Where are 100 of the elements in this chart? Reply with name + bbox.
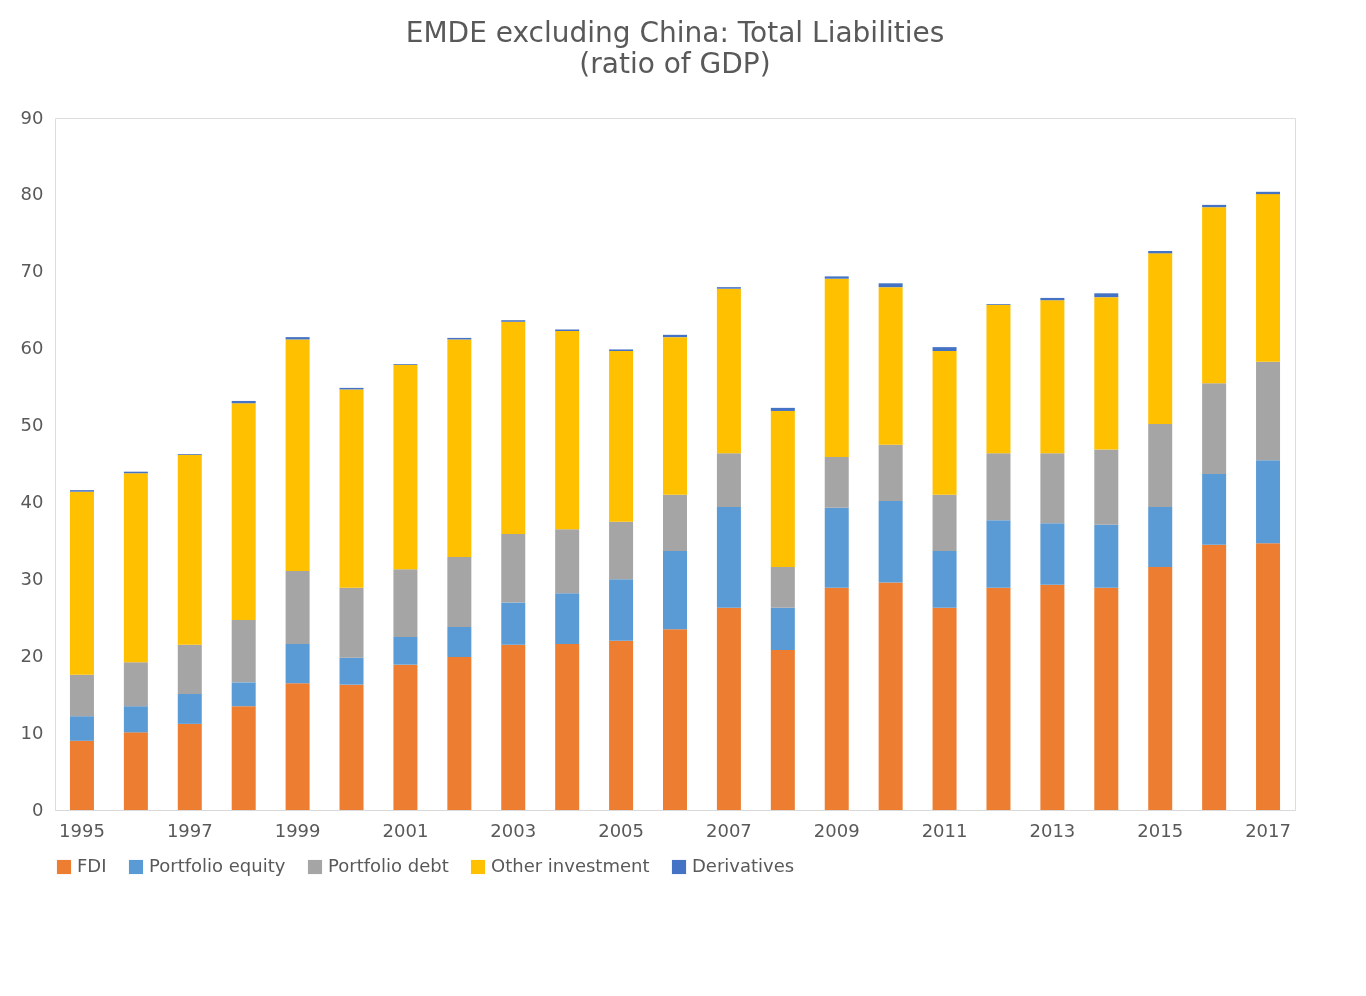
bar (878, 500, 903, 583)
bar (447, 627, 472, 657)
bar (447, 557, 472, 627)
bar (770, 650, 795, 810)
y-tick-label: 80 (20, 183, 44, 205)
bar (878, 582, 903, 810)
legend-label: Portfolio debt (328, 855, 449, 876)
bar (824, 278, 849, 458)
bar (501, 321, 526, 534)
bar (69, 674, 94, 717)
chart-subtitle: (ratio of GDP) (579, 47, 771, 80)
legend-label: Other investment (491, 855, 650, 876)
bar (770, 607, 795, 651)
bar (986, 587, 1011, 810)
x-tick-label: 2009 (813, 819, 860, 841)
y-tick-label: 70 (20, 260, 44, 282)
bar (393, 569, 418, 637)
bar (447, 339, 472, 558)
bar (716, 288, 741, 454)
bar (932, 550, 957, 608)
bar (555, 529, 580, 594)
bar (501, 602, 526, 645)
bar (716, 453, 741, 508)
bar (1202, 544, 1227, 810)
bar (231, 682, 256, 707)
bar (1202, 207, 1227, 384)
bar (1256, 460, 1281, 544)
y-tick-label: 10 (20, 721, 44, 743)
bar (1148, 424, 1173, 508)
bar (1040, 584, 1065, 810)
bar (501, 644, 526, 810)
bar (123, 732, 148, 810)
y-tick-label: 20 (20, 644, 44, 666)
bar (878, 444, 903, 501)
bar (609, 521, 634, 580)
x-tick-label: 1995 (59, 819, 105, 841)
legend-label: Portfolio equity (149, 855, 286, 876)
bar (447, 656, 472, 810)
bar (609, 579, 634, 641)
bar (69, 740, 94, 810)
legend-label: FDI (77, 855, 107, 876)
bar (1148, 253, 1173, 425)
bar (393, 637, 418, 665)
bar (1148, 507, 1173, 568)
x-tick-label: 2007 (706, 819, 752, 841)
bar (69, 491, 94, 675)
y-tick-label: 60 (20, 337, 44, 359)
bar (986, 304, 1011, 454)
bar (1094, 524, 1119, 588)
bar (986, 453, 1011, 521)
bar (339, 389, 364, 588)
bar (1256, 361, 1281, 461)
bar (231, 620, 256, 683)
bar (878, 287, 903, 445)
x-tick-label: 1999 (274, 819, 321, 841)
x-tick-label: 2015 (1137, 819, 1184, 841)
bar (932, 350, 957, 495)
bar (932, 494, 957, 551)
bar (555, 643, 580, 810)
bar (932, 607, 957, 810)
bar (393, 364, 418, 570)
y-tick-label: 30 (20, 567, 44, 589)
y-tick-label: 40 (20, 490, 44, 512)
bar (716, 607, 741, 810)
bar (69, 716, 94, 741)
bar (123, 473, 148, 663)
bar (177, 693, 202, 724)
bar (824, 507, 849, 588)
x-tick-label: 2017 (1245, 819, 1291, 841)
bar (1094, 293, 1119, 298)
bar (177, 723, 202, 810)
x-tick-label: 2011 (921, 819, 968, 841)
bar (824, 457, 849, 508)
chart-title: EMDE excluding China: Total Liabilities (405, 16, 945, 49)
bar (770, 567, 795, 608)
bar (1040, 300, 1065, 454)
bar (339, 587, 364, 658)
bar (824, 276, 849, 279)
bar (285, 339, 310, 571)
bar (716, 507, 741, 608)
bar (770, 407, 795, 411)
bar (663, 337, 687, 495)
x-tick-label: 1997 (166, 819, 213, 841)
x-tick-label: 2005 (598, 819, 644, 841)
bar (1256, 543, 1281, 810)
bar (609, 640, 634, 810)
x-tick-label: 2003 (490, 819, 537, 841)
bar (609, 350, 634, 522)
bar (339, 657, 364, 685)
bar (1202, 383, 1227, 474)
y-tick-label: 0 (32, 798, 44, 820)
bar (123, 706, 148, 733)
bar (393, 664, 418, 810)
bar (663, 550, 687, 630)
bar (986, 520, 1011, 588)
bar (555, 593, 580, 644)
bar (1256, 194, 1281, 362)
y-tick-label: 50 (20, 414, 44, 436)
bar (285, 570, 310, 644)
x-tick-label: 2001 (382, 819, 429, 841)
